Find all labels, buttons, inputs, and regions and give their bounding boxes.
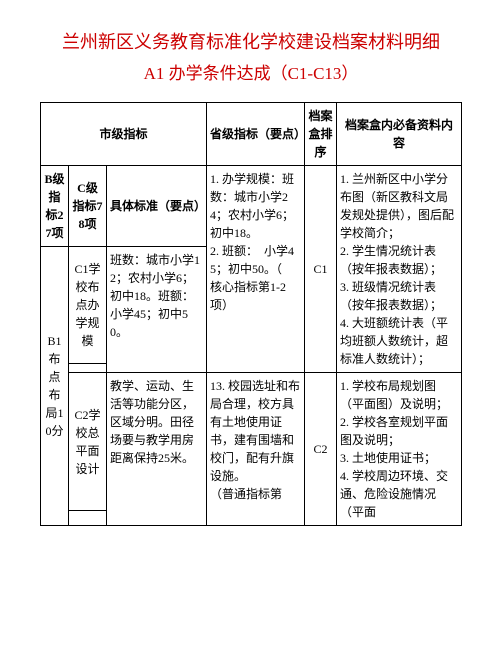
row-c2-a: C2学校总平面设计 教学、运动、生活等功能分区，区域分明。田径场要与教学用房距离… (41, 373, 462, 511)
doc-title-line2: A1 办学条件达成（C1-C13） (40, 59, 462, 84)
cell-c2-blank (69, 510, 107, 525)
hdr-b-level: B级指标27项 (41, 166, 69, 247)
cell-c1-label: C1学校布点办学规模 (69, 247, 107, 364)
header-row-1: 市级指标 省级指标（要点） 档案盒排序 档案盒内必备资料内容 (41, 103, 462, 166)
hdr-city: 市级指标 (41, 103, 207, 166)
cell-c1-std: 班数：城市小学12；农村小学6；初中18。班额：小学45；初中50。 (107, 247, 207, 373)
hdr-spec: 具体标准（要点） (107, 166, 207, 247)
cell-b1: B1布点布局10分 (41, 247, 69, 526)
cell-c1-box: C1 (305, 166, 337, 373)
cell-c1-blank (69, 364, 107, 373)
cell-c2-std: 教学、运动、生活等功能分区，区域分明。田径场要与教学用房距离保持25米。 (107, 373, 207, 526)
cell-c1-prov: 1. 办学规模：班数：城市小学24；农村小学6；初中18。 2. 班额： 小学4… (207, 166, 305, 373)
hdr-prov: 省级指标（要点） (207, 103, 305, 166)
header-row-2: B级指标27项 C级指标78项 具体标准（要点） 1. 办学规模：班数：城市小学… (41, 166, 462, 247)
cell-c2-content: 1. 学校布局规划图（平面图）及说明； 2. 学校各室规划平面图及说明； 3. … (337, 373, 462, 526)
hdr-box: 档案盒排序 (305, 103, 337, 166)
hdr-c-level: C级指标78项 (69, 166, 107, 247)
cell-c2-prov: 13. 校园选址和布局合理，校方具有土地使用证书，建有围墙和校门，配有升旗设施。… (207, 373, 305, 526)
cell-c1-content: 1. 兰州新区中小学分布图（新区教科文局发规处提供），图后配学校简介； 2. 学… (337, 166, 462, 373)
hdr-content: 档案盒内必备资料内容 (337, 103, 462, 166)
cell-c2-box: C2 (305, 373, 337, 526)
archive-table: 市级指标 省级指标（要点） 档案盒排序 档案盒内必备资料内容 B级指标27项 C… (40, 102, 462, 526)
doc-title-line1: 兰州新区义务教育标准化学校建设档案材料明细 (40, 30, 462, 55)
cell-c2-label: C2学校总平面设计 (69, 373, 107, 511)
